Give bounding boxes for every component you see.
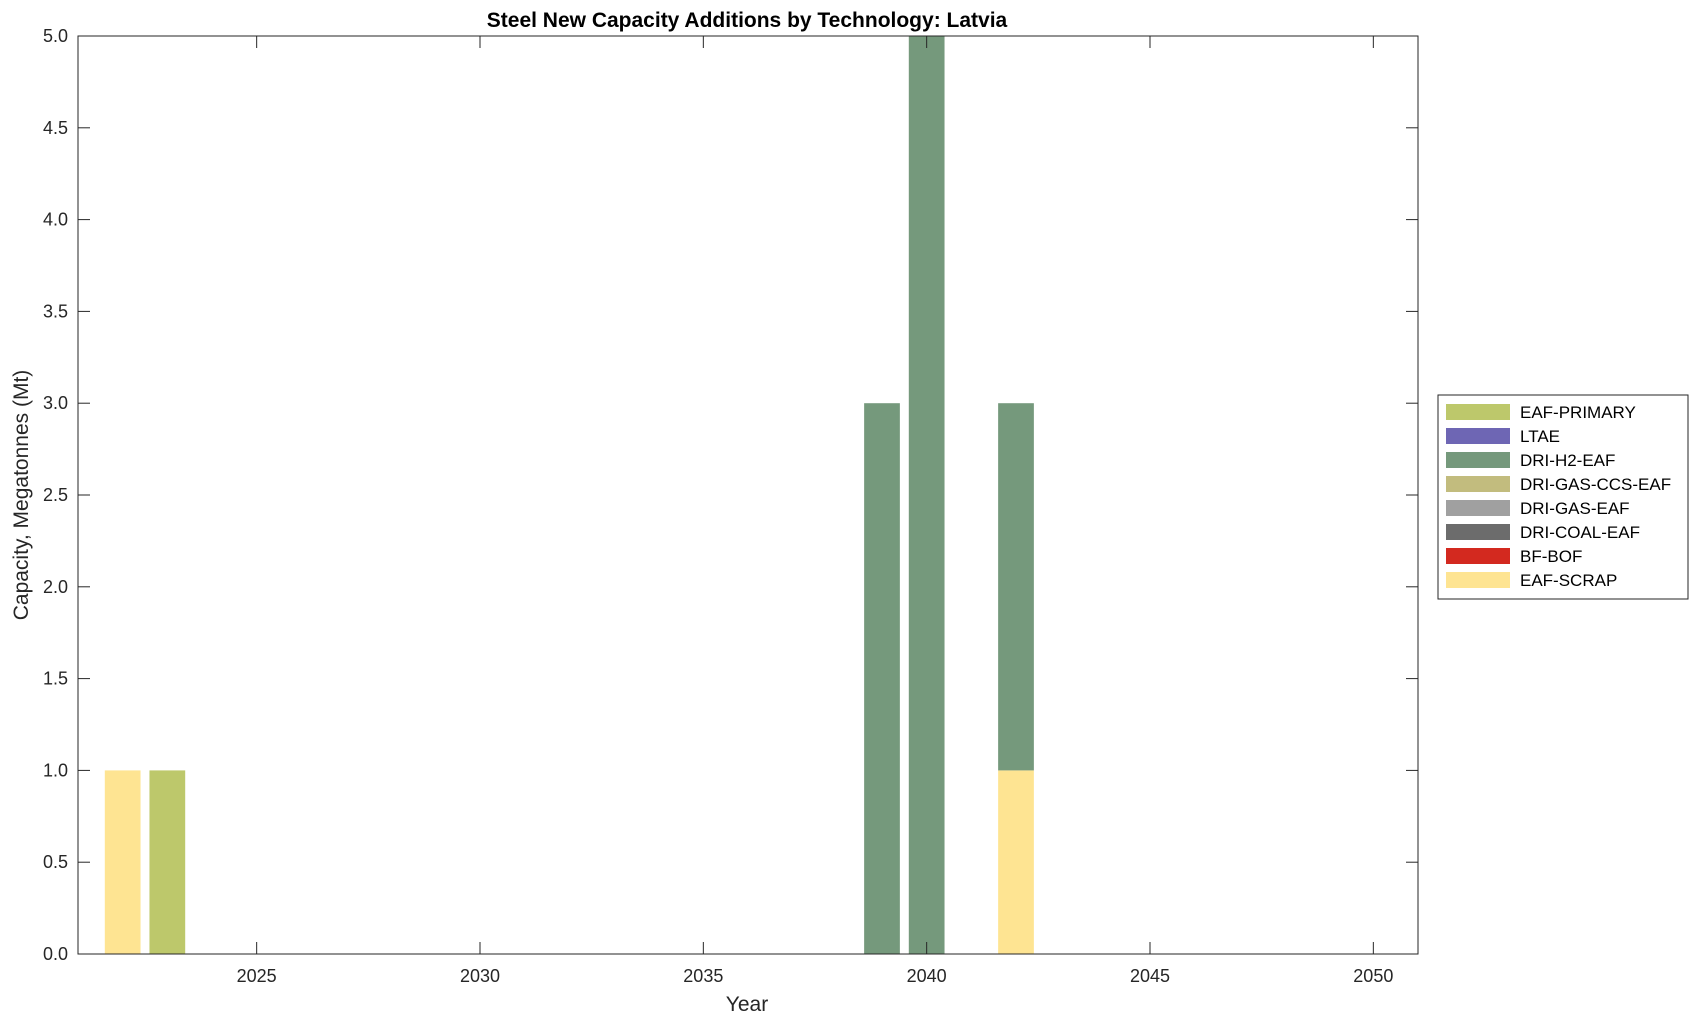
y-tick-label: 1.5 (43, 669, 68, 689)
legend-swatch (1446, 500, 1510, 516)
legend-label: DRI-COAL-EAF (1520, 523, 1640, 542)
bar-eaf-primary-2023 (149, 770, 186, 954)
bar-eaf-scrap-2022 (104, 770, 141, 954)
y-tick-label: 4.0 (43, 210, 68, 230)
y-tick-label: 2.5 (43, 485, 68, 505)
bar-dri-h2-eaf-2039 (864, 403, 900, 954)
legend-swatch (1446, 476, 1510, 492)
legend-label: DRI-H2-EAF (1520, 451, 1615, 470)
legend-swatch (1446, 404, 1510, 420)
legend-label: BF-BOF (1520, 547, 1582, 566)
x-tick-label: 2050 (1353, 966, 1393, 986)
x-tick-label: 2025 (237, 966, 277, 986)
y-tick-label: 1.0 (43, 760, 68, 780)
bars-layer (104, 36, 1034, 954)
bar-dri-h2-eaf-2042 (998, 403, 1034, 771)
legend-label: EAF-PRIMARY (1520, 403, 1636, 422)
legend-swatch (1446, 524, 1510, 540)
y-tick-label: 0.0 (43, 944, 68, 964)
y-axis-label: Capacity, Megatonnes (Mt) (10, 370, 33, 621)
legend-box (1437, 394, 1689, 600)
chart-title: Steel New Capacity Additions by Technolo… (487, 9, 1008, 32)
legend-label: DRI-GAS-EAF (1520, 499, 1630, 518)
bar-dri-h2-eaf-2040 (908, 36, 945, 954)
y-tick-label: 2.0 (43, 577, 68, 597)
legend: EAF-PRIMARY LTAE DRI-H2-EAF DRI-GAS-CCS-EAF… (1437, 394, 1689, 600)
legend-label: LTAE (1520, 427, 1560, 446)
legend-swatch (1446, 572, 1510, 588)
x-tick-label: 2045 (1130, 966, 1170, 986)
legend-swatch (1446, 548, 1510, 564)
bar-eaf-scrap-2042 (998, 770, 1034, 954)
y-tick-label: 0.5 (43, 852, 68, 872)
plot-frame (77, 35, 1419, 955)
legend-label: EAF-SCRAP (1520, 571, 1617, 590)
x-tick-label: 2035 (683, 966, 723, 986)
legend-label: DRI-GAS-CCS-EAF (1520, 475, 1671, 494)
x-tick-label: 2030 (460, 966, 500, 986)
x-axis-label: Year (726, 993, 768, 1016)
axes-layer: 2025 2030 2035 2040 2045 2050 0.0 0.5 1.0 1.5 2.0 2… (43, 26, 1419, 986)
legend-swatch (1446, 428, 1510, 444)
y-tick-label: 3.0 (43, 393, 68, 413)
y-tick-label: 4.5 (43, 118, 68, 138)
x-tick-label: 2040 (907, 966, 947, 986)
legend-swatch (1446, 452, 1510, 468)
y-tick-label: 5.0 (43, 26, 68, 46)
y-tick-label: 3.5 (43, 301, 68, 321)
